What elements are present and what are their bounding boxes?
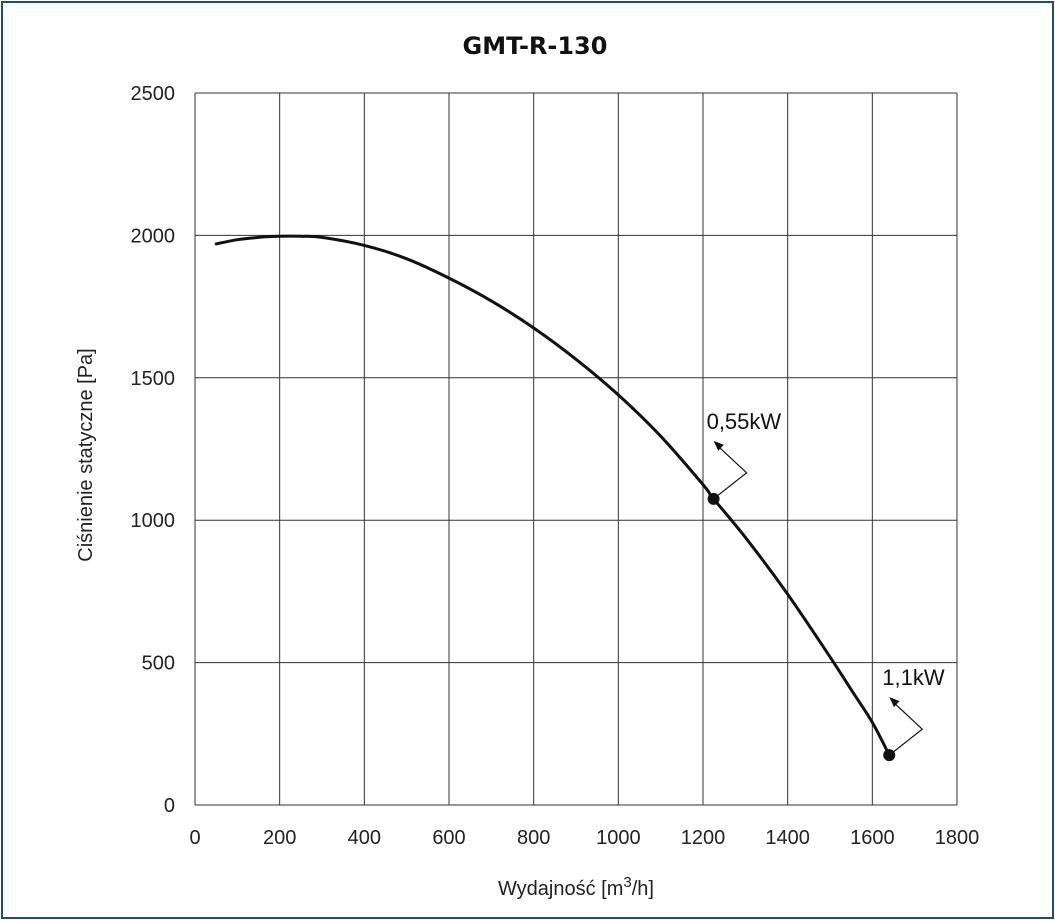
y-tick-labels: 0 500 1000 1500 2000 2500	[131, 83, 176, 817]
x-tick-label-1: 200	[263, 827, 296, 849]
operating-point-label-0: 0,55kW	[707, 409, 782, 434]
operating-point-0	[707, 492, 720, 505]
y-tick-label-0: 0	[164, 795, 175, 817]
x-tick-label-2: 400	[348, 827, 381, 849]
grid-lines	[194, 92, 958, 806]
x-tick-label-7: 1400	[765, 827, 810, 849]
marker-arrowhead-1	[889, 697, 900, 708]
chart-title: GMT-R-130	[463, 32, 608, 60]
y-tick-label-2: 1000	[131, 510, 176, 532]
x-tick-label-3: 600	[432, 827, 465, 849]
operating-point-label-1: 1,1kW	[882, 665, 945, 690]
x-axis-label-main: Wydajność [m	[498, 878, 623, 900]
x-tick-label-0: 0	[189, 827, 200, 849]
x-axis-label: Wydajność [m3/h]	[498, 874, 654, 900]
series-line	[214, 234, 891, 757]
operating-point-1	[883, 749, 896, 762]
x-tick-label-6: 1200	[681, 827, 726, 849]
x-tick-label-8: 1600	[850, 827, 895, 849]
marker-leader-1	[888, 700, 924, 756]
x-tick-label-9: 1800	[935, 827, 980, 849]
x-tick-labels: 0 200 400 600 800 1000 1200 1400 1600 1800	[189, 827, 979, 849]
y-tick-label-3: 1500	[131, 368, 176, 390]
marker-arrowhead-0	[713, 440, 724, 451]
marker-leader-0	[713, 444, 748, 500]
y-tick-label-1: 500	[142, 653, 175, 675]
y-axis-label: Ciśnienie statyczne [Pa]	[75, 348, 97, 561]
y-tick-label-4: 2000	[131, 225, 176, 247]
x-axis-label-superscript: 3	[623, 874, 631, 891]
operating-point-markers: 0,55kW 1,1kW	[707, 409, 945, 762]
x-axis-label-tail: /h]	[632, 878, 654, 900]
y-tick-label-5: 2500	[131, 83, 176, 105]
x-tick-label-4: 800	[517, 827, 550, 849]
x-tick-label-5: 1000	[596, 827, 641, 849]
